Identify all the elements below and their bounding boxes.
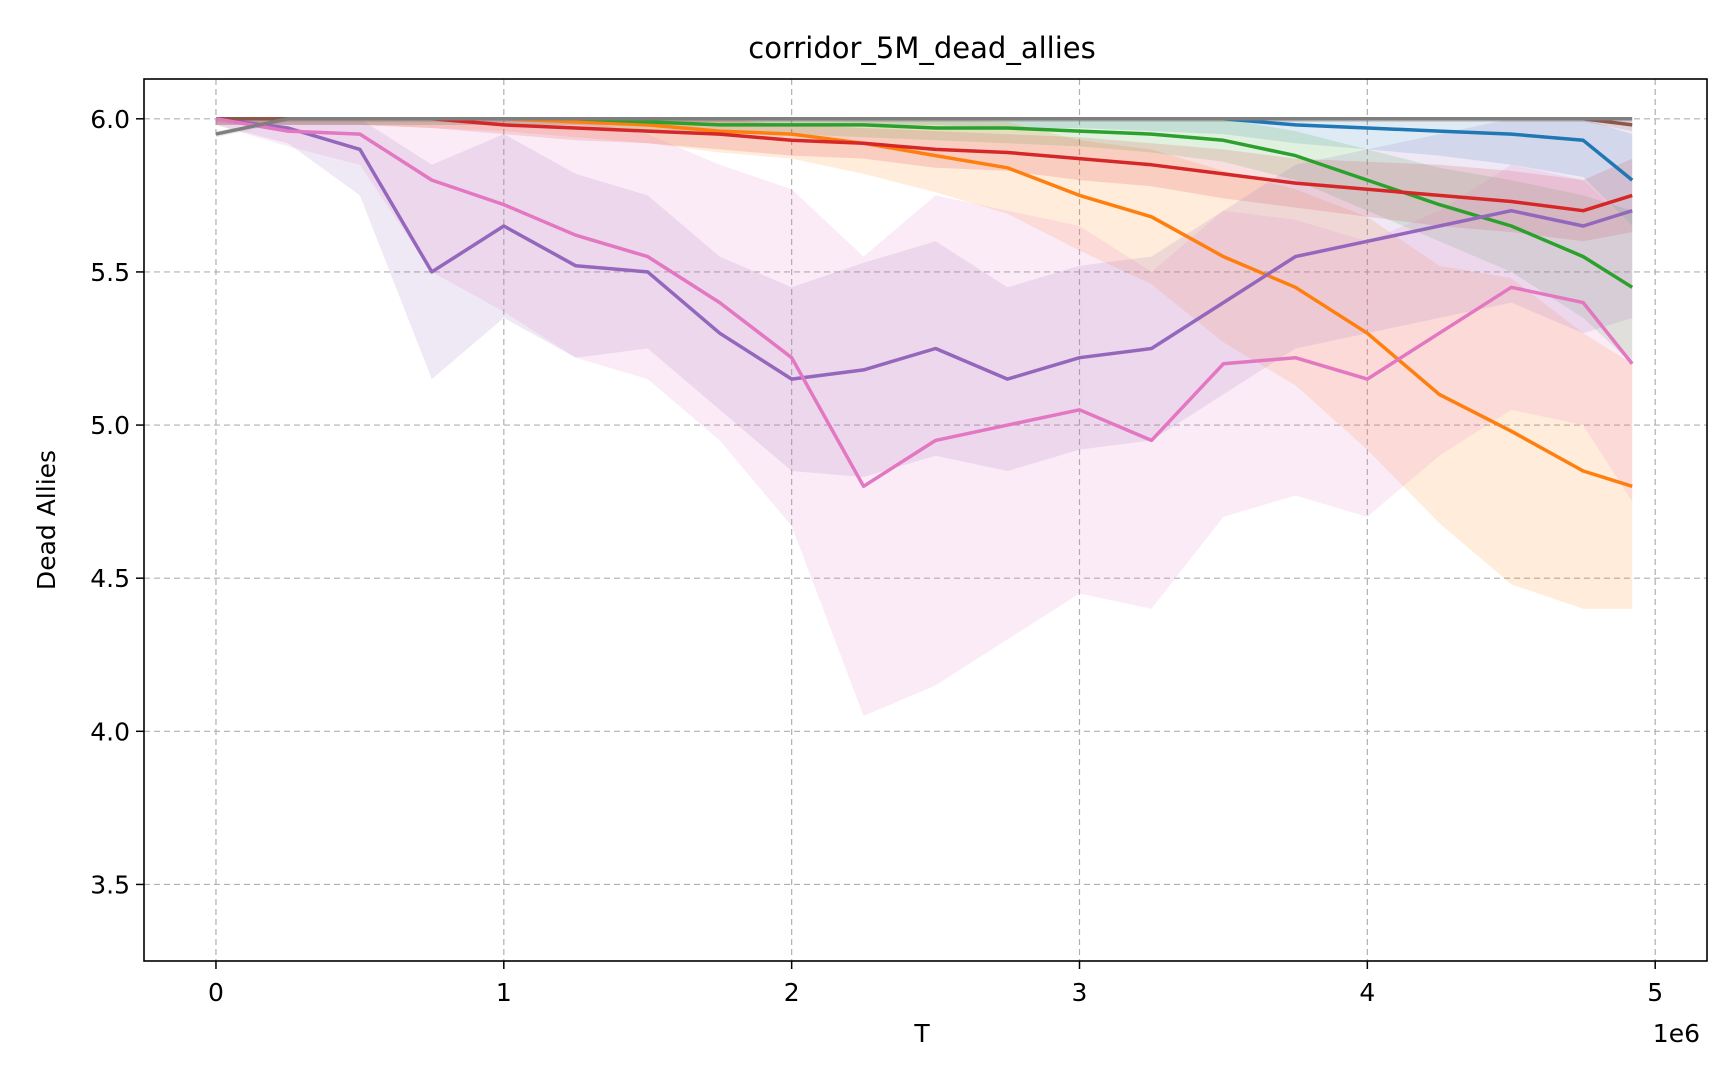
series-line-8: [215, 117, 1633, 136]
confidence-band-5: [216, 118, 1633, 478]
confidence-band-1: [216, 118, 1633, 226]
chart-title: corridor_5M_dead_allies: [748, 31, 1095, 65]
series-line-4: [216, 117, 1633, 213]
y-axis-label: Dead Allies: [32, 450, 61, 590]
x-tick-label: 5: [1647, 978, 1663, 1007]
series-line-5: [215, 117, 1633, 381]
series-line-7: [215, 117, 1634, 489]
y-tick-label: 5.5: [90, 258, 130, 287]
y-tick-label: 6.0: [90, 105, 130, 134]
y-tick-label: 4.5: [90, 564, 130, 593]
confidence-band-2: [216, 118, 1633, 609]
x-axis-offset-label: 1e6: [1653, 1019, 1700, 1048]
confidence-band-8: [216, 118, 1633, 138]
y-tick-label: 5.0: [90, 411, 130, 440]
plot-frame: [143, 78, 1708, 962]
axis-ticks: 0 1 2 3 4 5 3.5 4.0 4.5 5.0 5.5 6.0: [90, 105, 1663, 1007]
confidence-band-4: [216, 118, 1633, 242]
x-tick-label: 3: [1072, 978, 1088, 1007]
x-tick-label: 1: [496, 978, 512, 1007]
x-tick-label: 2: [784, 978, 800, 1007]
x-tick-label: 4: [1359, 978, 1375, 1007]
x-axis-label: T: [913, 1019, 930, 1048]
x-tick-label: 0: [208, 978, 224, 1007]
y-tick-label: 3.5: [90, 870, 130, 899]
y-tick-label: 4.0: [90, 717, 130, 746]
series-lines: [215, 117, 1634, 489]
